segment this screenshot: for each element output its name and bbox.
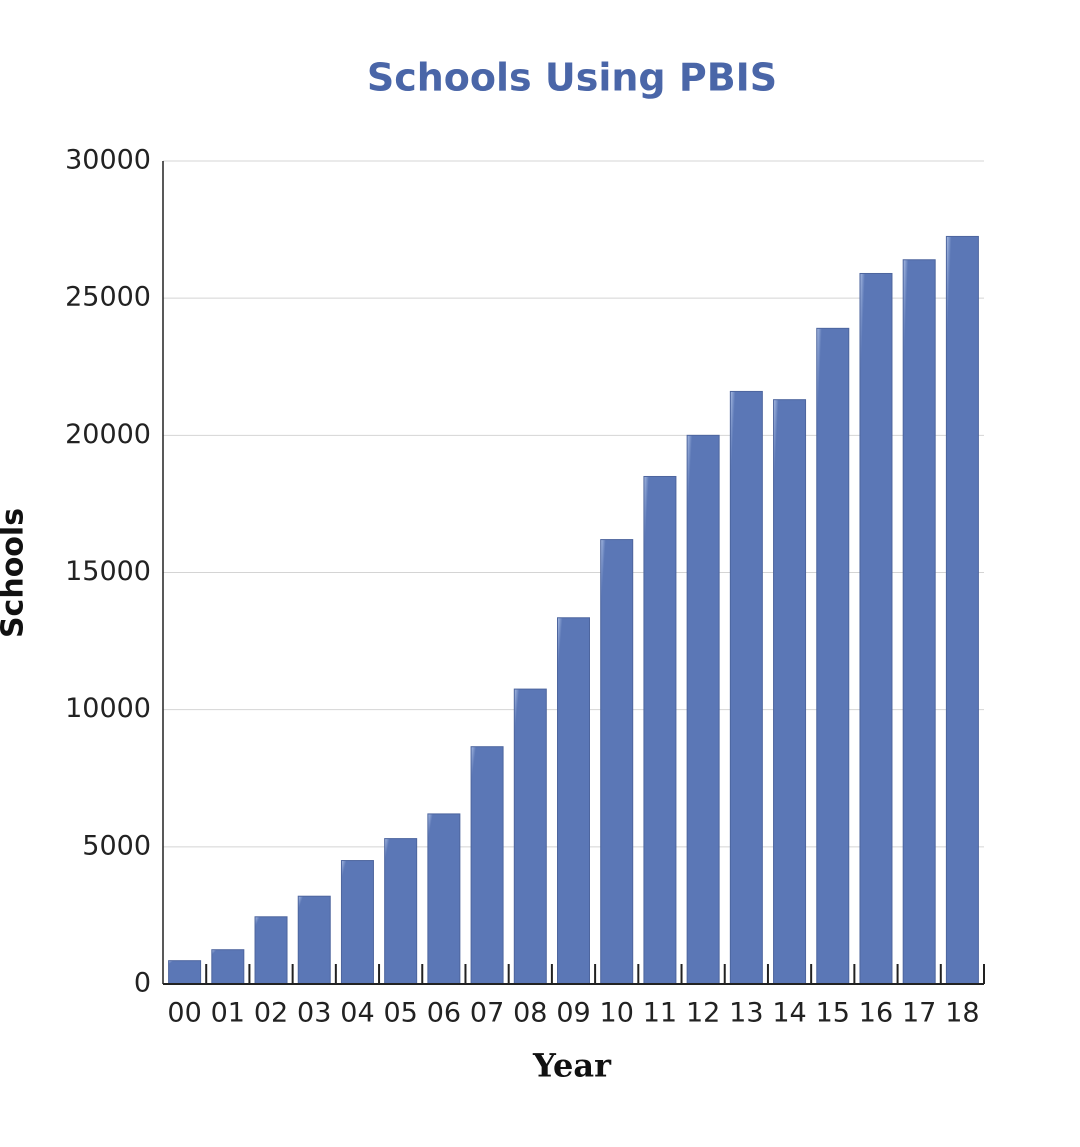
x-tick-label: 16 bbox=[859, 998, 893, 1029]
bar bbox=[470, 746, 504, 985]
bar bbox=[297, 895, 331, 985]
bar bbox=[686, 434, 720, 985]
bar bbox=[340, 860, 374, 985]
x-tick-label: 02 bbox=[254, 998, 288, 1029]
x-tick-label: 10 bbox=[600, 998, 634, 1029]
bar bbox=[513, 688, 547, 985]
x-axis-label: Year bbox=[532, 1047, 612, 1085]
y-tick-label: 0 bbox=[134, 968, 151, 999]
y-tick-label: 20000 bbox=[65, 419, 151, 450]
x-tick-label: 03 bbox=[297, 998, 331, 1029]
x-tick-label: 17 bbox=[902, 998, 936, 1029]
x-tick-label: 05 bbox=[383, 998, 417, 1029]
x-tick-label: 08 bbox=[513, 998, 547, 1029]
x-tick-label: 07 bbox=[470, 998, 504, 1029]
x-tick-label: 06 bbox=[427, 998, 461, 1029]
y-tick-label: 30000 bbox=[65, 145, 151, 176]
bar bbox=[643, 475, 677, 985]
bar bbox=[859, 272, 893, 985]
y-tick-label: 5000 bbox=[82, 830, 151, 861]
x-tick-label: 15 bbox=[816, 998, 850, 1029]
chart-title: Schools Using PBIS bbox=[367, 56, 777, 100]
y-axis-label: Schools bbox=[0, 508, 31, 638]
bar bbox=[384, 838, 418, 985]
bar bbox=[427, 813, 461, 985]
x-tick-label: 00 bbox=[167, 998, 201, 1029]
x-tick-label: 13 bbox=[729, 998, 763, 1029]
y-tick-label: 15000 bbox=[65, 556, 151, 587]
bar bbox=[254, 916, 288, 985]
bar bbox=[729, 390, 763, 985]
bar bbox=[773, 399, 807, 985]
bar bbox=[902, 259, 936, 985]
x-tick-label: 14 bbox=[772, 998, 806, 1029]
bar bbox=[211, 949, 245, 985]
bar bbox=[816, 327, 850, 985]
bar bbox=[600, 539, 634, 985]
x-tick-label: 12 bbox=[686, 998, 720, 1029]
x-tick-label: 01 bbox=[211, 998, 245, 1029]
x-tick-label: 18 bbox=[945, 998, 979, 1029]
bar bbox=[168, 960, 202, 985]
x-tick-label: 04 bbox=[340, 998, 374, 1029]
bar bbox=[557, 617, 590, 985]
y-tick-label: 25000 bbox=[65, 282, 151, 313]
x-tick-label: 09 bbox=[556, 998, 590, 1029]
x-tick-label: 11 bbox=[643, 998, 677, 1029]
bar bbox=[945, 235, 979, 985]
y-tick-label: 10000 bbox=[65, 693, 151, 724]
